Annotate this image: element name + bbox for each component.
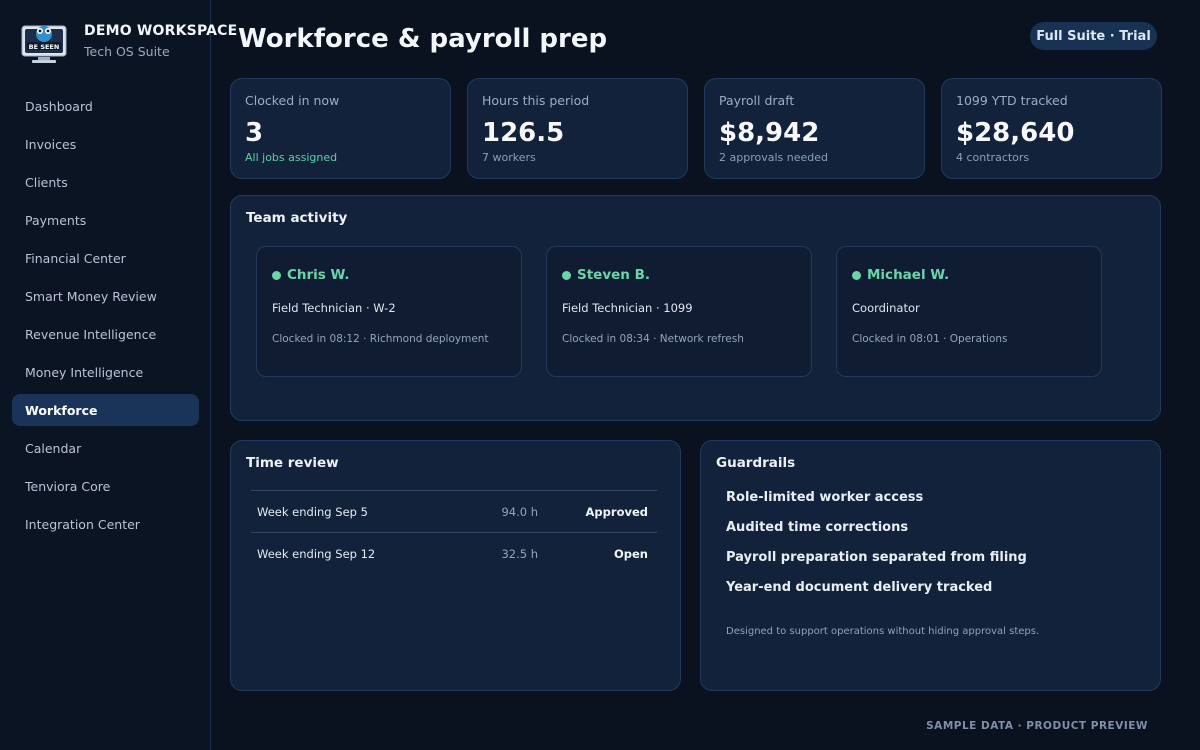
kpi-sub: 7 workers [482,151,536,164]
plan-badge[interactable]: Full Suite · Trial [1030,22,1157,50]
sidebar-item-label: Integration Center [25,516,140,532]
table-row[interactable]: Week ending Sep 5 94.0 h Approved [251,490,657,532]
sidebar-item-calendar[interactable]: Calendar [12,432,199,464]
week-label: Week ending Sep 12 [257,546,376,561]
kpi-value: $8,942 [719,118,820,148]
section-title: Time review [246,455,339,471]
guardrails-panel: Guardrails Role-limited worker access Au… [700,440,1161,691]
member-role: Coordinator [852,301,920,315]
member-role: Field Technician · W-2 [272,301,396,315]
sidebar-item-label: Invoices [25,136,77,152]
status-dot-icon [852,270,861,280]
sidebar-item-label: Tenviora Core [25,478,111,494]
sidebar-item-label: Workforce [25,402,98,418]
kpi-card-clocked-in: Clocked in now 3 All jobs assigned [230,78,451,179]
member-role: Field Technician · 1099 [562,301,693,315]
time-review-table: Week ending Sep 5 94.0 h Approved Week e… [251,490,657,574]
status-badge: Approved [585,504,648,519]
guardrails-list: Role-limited worker access Audited time … [726,490,1027,610]
week-label: Week ending Sep 5 [257,504,368,519]
kpi-sub: 2 approvals needed [719,151,828,164]
sidebar-item-label: Dashboard [25,98,93,114]
kpi-sub: All jobs assigned [245,151,338,164]
status-dot-icon [562,270,571,280]
kpi-sub: 4 contractors [956,151,1030,164]
list-item: Payroll preparation separated from filin… [726,550,1027,565]
sidebar-item-smart-money-review[interactable]: Smart Money Review [12,280,199,312]
workspace-name: DEMO WORKSPACE [84,23,238,39]
sidebar-item-payments[interactable]: Payments [12,204,199,236]
logo-icon[interactable]: BE SEEN [20,20,68,66]
sidebar-nav: Dashboard Invoices Clients Payments Fina… [12,90,199,546]
logo-text: BE SEEN [29,43,60,51]
member-status: Clocked in 08:01 · Operations [852,333,1008,345]
sidebar: BE SEEN DEMO WORKSPACE Tech OS Suite Das… [0,0,237,750]
kpi-value: 3 [245,118,264,148]
table-row[interactable]: Week ending Sep 12 32.5 h Open [251,532,657,574]
sidebar-item-integration-center[interactable]: Integration Center [12,508,199,540]
kpi-label: Payroll draft [719,93,795,108]
kpi-label: Clocked in now [245,93,340,108]
footer-note: SAMPLE DATA · PRODUCT PREVIEW [926,720,1148,732]
sidebar-item-financial-center[interactable]: Financial Center [12,242,199,274]
member-card[interactable]: Chris W. Field Technician · W-2 Clocked … [256,246,522,377]
team-activity-panel: Team activity Chris W. Field Technician … [230,195,1161,421]
member-name: Michael W. [867,267,950,283]
brand: BE SEEN DEMO WORKSPACE Tech OS Suite [20,20,237,66]
member-card[interactable]: Michael W. Coordinator Clocked in 08:01 … [836,246,1102,377]
sidebar-item-workforce[interactable]: Workforce [12,394,199,426]
status-dot-icon [272,270,281,280]
sidebar-item-label: Clients [25,174,68,190]
time-review-panel: Time review Week ending Sep 5 94.0 h App… [230,440,681,691]
page-title: Workforce & payroll prep [238,24,608,54]
workspace-subtitle: Tech OS Suite [84,44,170,59]
sidebar-item-clients[interactable]: Clients [12,166,199,198]
member-card[interactable]: Steven B. Field Technician · 1099 Clocke… [546,246,812,377]
status-badge: Open [614,546,648,561]
kpi-label: Hours this period [482,93,590,108]
section-title: Guardrails [716,455,796,471]
sidebar-item-label: Money Intelligence [25,364,144,380]
kpi-value: $28,640 [956,118,1075,148]
kpi-value: 126.5 [482,118,565,148]
member-name: Steven B. [577,267,651,283]
member-status: Clocked in 08:34 · Network refresh [562,333,744,345]
sidebar-item-tenviora-core[interactable]: Tenviora Core [12,470,199,502]
hours-value: 32.5 h [501,546,538,561]
sidebar-item-dashboard[interactable]: Dashboard [12,90,199,122]
sidebar-item-invoices[interactable]: Invoices [12,128,199,160]
sidebar-item-label: Revenue Intelligence [25,326,157,342]
list-item: Year-end document delivery tracked [726,580,993,595]
list-item: Audited time corrections [726,520,909,535]
member-status: Clocked in 08:12 · Richmond deployment [272,333,489,345]
section-title: Team activity [246,210,348,226]
guardrails-note: Designed to support operations without h… [726,626,1040,637]
sidebar-item-label: Smart Money Review [25,288,157,304]
kpi-card-hours: Hours this period 126.5 7 workers [467,78,688,179]
kpi-card-payroll-draft: Payroll draft $8,942 2 approvals needed [704,78,925,179]
kpi-card-1099-ytd: 1099 YTD tracked $28,640 4 contractors [941,78,1162,179]
list-item: Role-limited worker access [726,490,924,505]
sidebar-item-label: Financial Center [25,250,126,266]
member-name: Chris W. [287,267,350,283]
kpi-label: 1099 YTD tracked [956,93,1068,108]
sidebar-item-label: Payments [25,212,87,228]
sidebar-item-money-intelligence[interactable]: Money Intelligence [12,356,199,388]
sidebar-item-label: Calendar [25,440,82,456]
sidebar-item-revenue-intelligence[interactable]: Revenue Intelligence [12,318,199,350]
hours-value: 94.0 h [501,504,538,519]
